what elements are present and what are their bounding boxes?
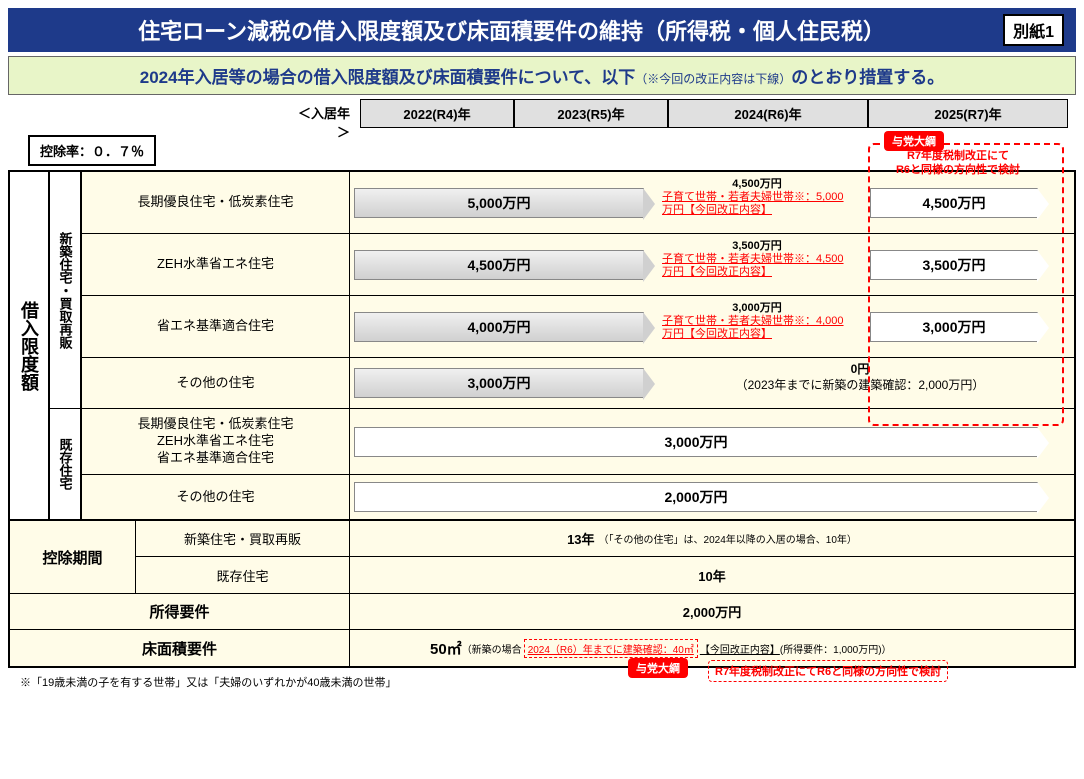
- row-4-label: その他の住宅: [82, 358, 350, 408]
- r1-arrow1: 5,000万円: [354, 188, 644, 218]
- floor-label: 床面積要件: [10, 630, 350, 666]
- income-label: 所得要件: [10, 594, 350, 629]
- main-content: ＜入居年＞ 2022(R4)年 2023(R5)年 2024(R6)年 2025…: [8, 99, 1076, 668]
- summary-text2: のとおり措置する。: [791, 68, 944, 87]
- year-2024: 2024(R6)年: [668, 99, 868, 128]
- red-tag-top: 与党大綱: [884, 131, 944, 151]
- r2-arrow1: 4,500万円: [354, 250, 644, 280]
- period-r2-label: 既存住宅: [136, 557, 350, 593]
- bottom-rows: 控除期間 新築住宅・買取再販 13年（「その他の住宅」は、2024年以降の入居の…: [8, 521, 1076, 668]
- header: 住宅ローン減税の借入限度額及び床面積要件の維持（所得税・個人住民税） 別紙1: [8, 8, 1076, 52]
- year-2025: 2025(R7)年: [868, 99, 1068, 128]
- red-note-bottom: R7年度税制改正にてR6と同様の方向性で検討: [708, 660, 948, 682]
- row-6-label: その他の住宅: [82, 475, 350, 519]
- row-1-label: 長期優良住宅・低炭素住宅: [82, 172, 350, 233]
- summary-bar: 2024年入居等の場合の借入限度額及び床面積要件について、以下（※今回の改正内容…: [8, 56, 1076, 95]
- red-tag-bottom: 与党大綱: [628, 658, 688, 678]
- red-note-top: R7年度税制改正にてR6と同様の方向性で検討: [868, 149, 1048, 178]
- vlabel-existing: 既存住宅: [50, 409, 82, 519]
- r6-arrow: 2,000万円: [354, 482, 1038, 512]
- period-r1-label: 新築住宅・買取再販: [136, 521, 350, 556]
- period-label: 控除期間: [10, 521, 136, 593]
- vlabel-main: 借入限度額: [10, 172, 50, 519]
- r3-arrow1: 4,000万円: [354, 312, 644, 342]
- summary-text1: 2024年入居等の場合の借入限度額及び床面積要件について、以下: [140, 68, 635, 87]
- page-title: 住宅ローン減税の借入限度額及び床面積要件の維持（所得税・個人住民税）: [20, 14, 1003, 46]
- row-3-label: 省エネ基準適合住宅: [82, 296, 350, 357]
- row-5-label: 長期優良住宅・低炭素住宅 ZEH水準省エネ住宅 省エネ基準適合住宅: [82, 409, 350, 474]
- year-label: ＜入居年＞: [288, 99, 358, 145]
- row-6: その他の住宅 2,000万円: [82, 475, 1074, 519]
- deduction-rate: 控除率：０．７％: [28, 135, 156, 166]
- vlabel-new: 新築住宅・買取再販: [50, 172, 82, 408]
- summary-note: （※今回の改正内容は下線）: [635, 72, 791, 86]
- r5-arrow: 3,000万円: [354, 427, 1038, 457]
- year-2023: 2023(R5)年: [514, 99, 668, 128]
- year-2022: 2022(R4)年: [360, 99, 514, 128]
- r4-arrow1: 3,000万円: [354, 368, 644, 398]
- row-2-label: ZEH水準省エネ住宅: [82, 234, 350, 295]
- income-val: 2,000万円: [350, 594, 1074, 629]
- attachment-badge: 別紙1: [1003, 14, 1064, 46]
- period-r2-val: 10年: [350, 557, 1074, 593]
- year-header: 2022(R4)年 2023(R5)年 2024(R6)年 2025(R7)年: [360, 99, 1076, 128]
- red-dash-box: [868, 143, 1064, 426]
